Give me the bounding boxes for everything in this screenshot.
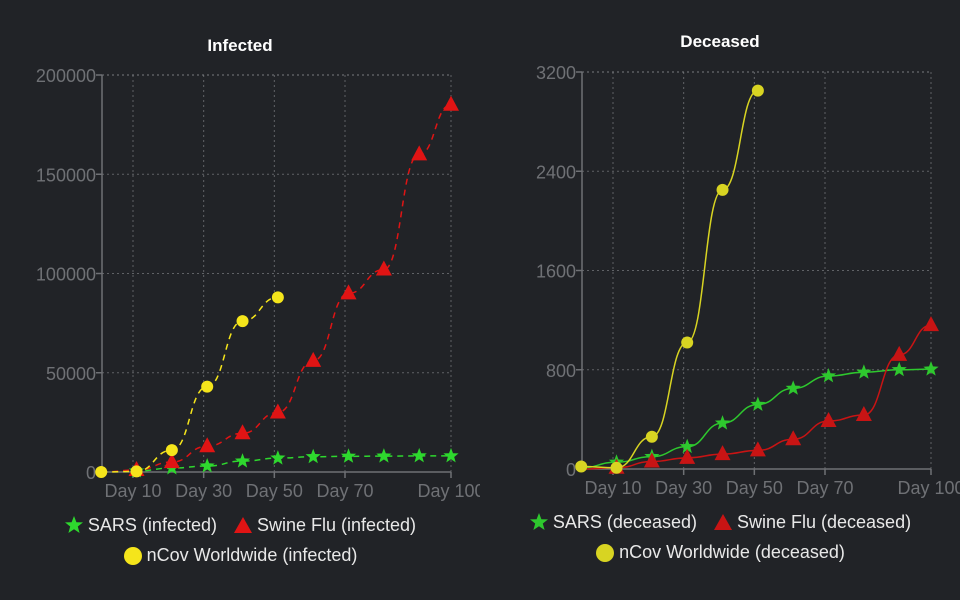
data-point-triangle	[679, 448, 696, 464]
data-point-circle	[271, 291, 284, 304]
data-point-circle	[751, 84, 764, 97]
data-point-star	[234, 453, 251, 468]
data-point-circle	[201, 380, 214, 393]
legend-label: nCov Worldwide (infected)	[146, 544, 358, 565]
x-tick-label: Day 100	[897, 478, 960, 498]
data-point-star	[750, 396, 766, 411]
data-point-star	[856, 364, 872, 379]
data-point-triangle	[820, 411, 837, 427]
y-tick-label: 150000	[36, 165, 96, 185]
legend-item-ncov[interactable]: nCov Worldwide (deceased)	[595, 542, 845, 563]
data-point-star	[679, 438, 695, 454]
x-tick-label: Day 50	[726, 478, 783, 498]
y-tick-label: 3200	[536, 63, 576, 83]
legend-label: SARS (infected)	[87, 514, 217, 535]
data-point-triangle	[340, 284, 357, 300]
legend-label: Swine Flu (infected)	[256, 514, 417, 535]
data-point-star	[376, 448, 392, 463]
legend-label: nCov Worldwide (deceased)	[619, 541, 845, 562]
legend-item-swine-flu[interactable]: Swine Flu (deceased)	[713, 512, 911, 533]
deceased-chart-panel: Deceased 0 800 1600 2400 3200 Day 10 Day 30 Day…	[480, 0, 960, 600]
data-point-circle	[645, 430, 658, 443]
chart-title: Infected	[207, 36, 273, 55]
x-tick-label: Day 30	[655, 478, 712, 498]
data-point-triangle	[269, 403, 286, 419]
data-point-circle	[681, 336, 694, 349]
data-point-circle	[95, 466, 108, 478]
data-point-circle	[236, 315, 249, 328]
x-tick-label: Day 50	[246, 481, 303, 501]
data-point-star	[199, 458, 215, 473]
y-tick-label: 0	[86, 463, 96, 483]
legend-label: SARS (deceased)	[552, 511, 697, 532]
chart-title: Deceased	[680, 32, 760, 51]
data-point-triangle	[891, 345, 908, 361]
circle-icon	[123, 547, 142, 565]
x-tick-label: Day 100	[417, 481, 480, 501]
data-point-star	[340, 448, 357, 463]
star-icon	[64, 516, 83, 533]
data-point-triangle	[749, 441, 766, 457]
data-point-triangle	[163, 453, 180, 469]
x-tick-label: Day 30	[175, 481, 232, 501]
legend-item-sars[interactable]: SARS (infected)	[64, 515, 217, 536]
data-point-triangle	[643, 452, 660, 468]
data-point-triangle	[305, 351, 322, 367]
x-tick-label: Day 70	[796, 478, 853, 498]
data-point-star	[891, 361, 907, 377]
data-point-triangle	[411, 145, 428, 161]
y-tick-label: 200000	[36, 66, 96, 86]
data-point-star	[820, 368, 837, 383]
x-tick-label: Day 10	[104, 481, 161, 501]
data-point-star	[785, 380, 801, 395]
y-tick-label: 50000	[46, 364, 96, 384]
series-line	[581, 89, 759, 469]
data-point-triangle	[443, 95, 459, 111]
data-point-circle	[575, 460, 588, 473]
data-point-triangle	[923, 316, 939, 332]
data-point-star	[411, 447, 427, 463]
data-point-star	[443, 447, 459, 463]
legend: SARS (infected) Swine Flu (infected) nCo…	[0, 510, 480, 570]
y-tick-label: 2400	[536, 162, 576, 182]
data-point-circle	[716, 183, 729, 196]
data-point-star	[714, 415, 731, 430]
data-point-star	[305, 448, 321, 464]
infected-plot: 0 50000 100000 150000 200000 Day 10 Day 30 Day …	[36, 66, 480, 501]
x-tick-label: Day 70	[316, 481, 373, 501]
data-point-triangle	[234, 424, 251, 440]
data-point-triangle	[375, 260, 392, 276]
data-point-star	[923, 361, 939, 376]
data-point-circle	[130, 465, 143, 478]
y-tick-label: 800	[546, 361, 576, 381]
data-point-star	[270, 450, 286, 465]
star-icon	[529, 513, 548, 530]
x-tick-label: Day 10	[584, 478, 641, 498]
data-point-circle	[610, 461, 623, 474]
infected-chart-panel: Infected 0 50000 100000 150000 200000 Day 10 D…	[0, 36, 480, 570]
legend: SARS (deceased) Swine Flu (deceased) nCo…	[480, 507, 960, 567]
y-tick-label: 100000	[36, 265, 96, 285]
legend-item-swine-flu[interactable]: Swine Flu (infected)	[233, 515, 416, 536]
legend-item-ncov[interactable]: nCov Worldwide (infected)	[123, 544, 358, 566]
data-point-triangle	[785, 430, 802, 446]
deceased-plot: 0 800 1600 2400 3200 Day 10 Day 30 Day 50 Day 70…	[536, 63, 960, 498]
data-point-triangle	[714, 445, 731, 461]
data-point-triangle	[855, 406, 872, 422]
data-point-circle	[165, 444, 178, 457]
legend-label: Swine Flu (deceased)	[736, 511, 912, 532]
data-point-triangle	[199, 437, 216, 453]
y-tick-label: 1600	[536, 262, 576, 282]
triangle-icon	[713, 514, 732, 530]
legend-item-sars[interactable]: SARS (deceased)	[529, 512, 697, 533]
circle-icon	[596, 544, 615, 562]
y-tick-label: 0	[566, 460, 576, 480]
triangle-icon	[233, 517, 252, 533]
series-line	[101, 296, 278, 473]
